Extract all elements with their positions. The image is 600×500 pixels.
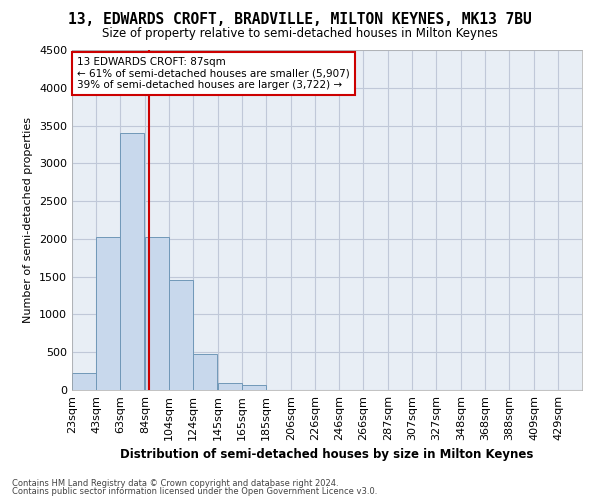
Text: 13 EDWARDS CROFT: 87sqm
← 61% of semi-detached houses are smaller (5,907)
39% of: 13 EDWARDS CROFT: 87sqm ← 61% of semi-de…	[77, 57, 350, 90]
Bar	[145, 238, 169, 390]
Bar	[72, 372, 96, 390]
Bar	[120, 133, 144, 390]
Text: 13, EDWARDS CROFT, BRADVILLE, MILTON KEYNES, MK13 7BU: 13, EDWARDS CROFT, BRADVILLE, MILTON KEY…	[68, 12, 532, 28]
Text: Contains public sector information licensed under the Open Government Licence v3: Contains public sector information licen…	[12, 487, 377, 496]
Bar	[96, 238, 120, 390]
Text: Contains HM Land Registry data © Crown copyright and database right 2024.: Contains HM Land Registry data © Crown c…	[12, 478, 338, 488]
Bar	[242, 386, 266, 390]
Bar	[193, 354, 217, 390]
Bar	[218, 383, 242, 390]
Y-axis label: Number of semi-detached properties: Number of semi-detached properties	[23, 117, 34, 323]
Bar	[169, 280, 193, 390]
X-axis label: Distribution of semi-detached houses by size in Milton Keynes: Distribution of semi-detached houses by …	[121, 448, 533, 462]
Text: Size of property relative to semi-detached houses in Milton Keynes: Size of property relative to semi-detach…	[102, 28, 498, 40]
